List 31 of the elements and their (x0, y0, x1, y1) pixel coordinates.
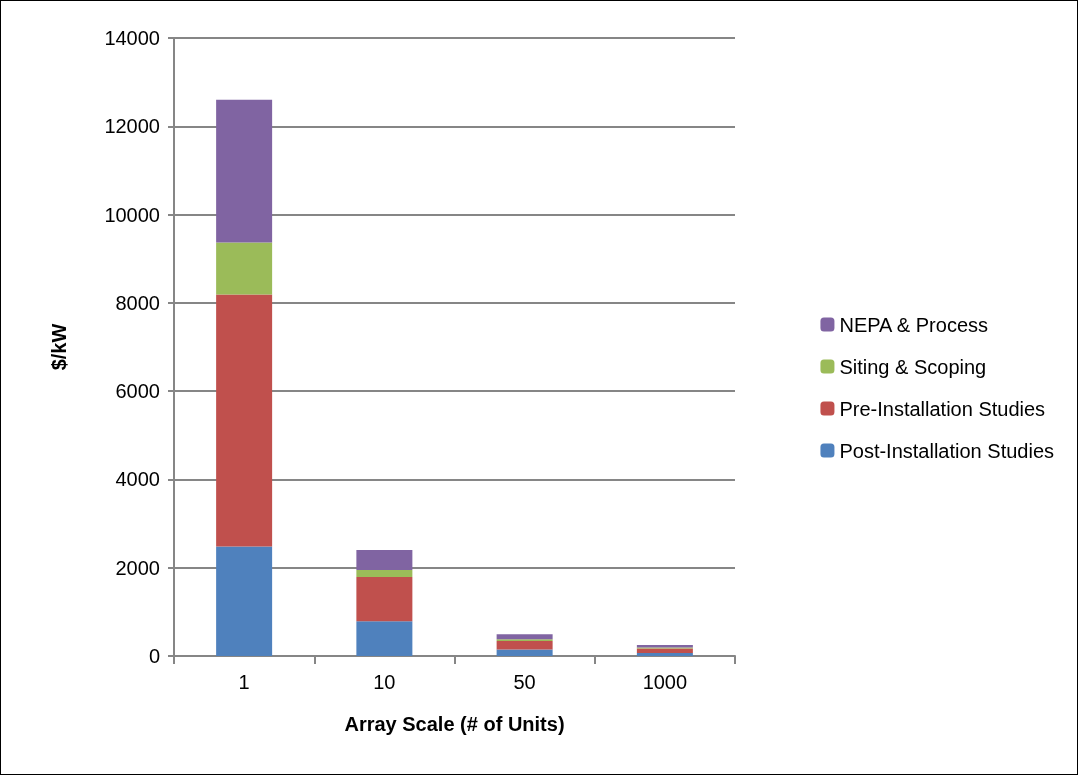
y-tick-label: 14000 (104, 27, 160, 49)
bar (636, 648, 693, 653)
legend-label: Pre-Installation Studies (839, 397, 1046, 420)
legend-label: Siting & Scoping (839, 355, 987, 378)
bar (216, 99, 273, 243)
bar (216, 242, 273, 295)
y-tick-label: 4000 (115, 468, 160, 491)
y-tick-label: 6000 (115, 380, 160, 403)
bar (356, 576, 413, 622)
y-tick-label: 12000 (104, 115, 160, 138)
legend-label: Post-Installation Studies (839, 439, 1054, 462)
y-tick-label: 10000 (104, 203, 160, 226)
bar (356, 621, 413, 656)
legend-label: NEPA & Process (839, 313, 989, 336)
y-tick-label: 0 (148, 645, 160, 667)
x-tick-label: 50 (513, 671, 536, 693)
bar (216, 294, 273, 547)
y-tick-label: 2000 (115, 556, 160, 579)
y-axis-title: $/kW (48, 323, 70, 371)
bar (496, 649, 553, 656)
x-tick-label: 10 (373, 671, 396, 693)
bar (496, 634, 553, 640)
bar (216, 546, 273, 656)
y-tick-label: 8000 (115, 291, 160, 314)
bar (356, 569, 413, 577)
x-axis-title: Array Scale (# of Units) (344, 713, 565, 735)
bar (356, 550, 413, 570)
x-tick-label: 1 (238, 671, 250, 693)
bar (636, 652, 693, 656)
bar (496, 640, 553, 650)
x-tick-label: 1000 (642, 671, 688, 693)
